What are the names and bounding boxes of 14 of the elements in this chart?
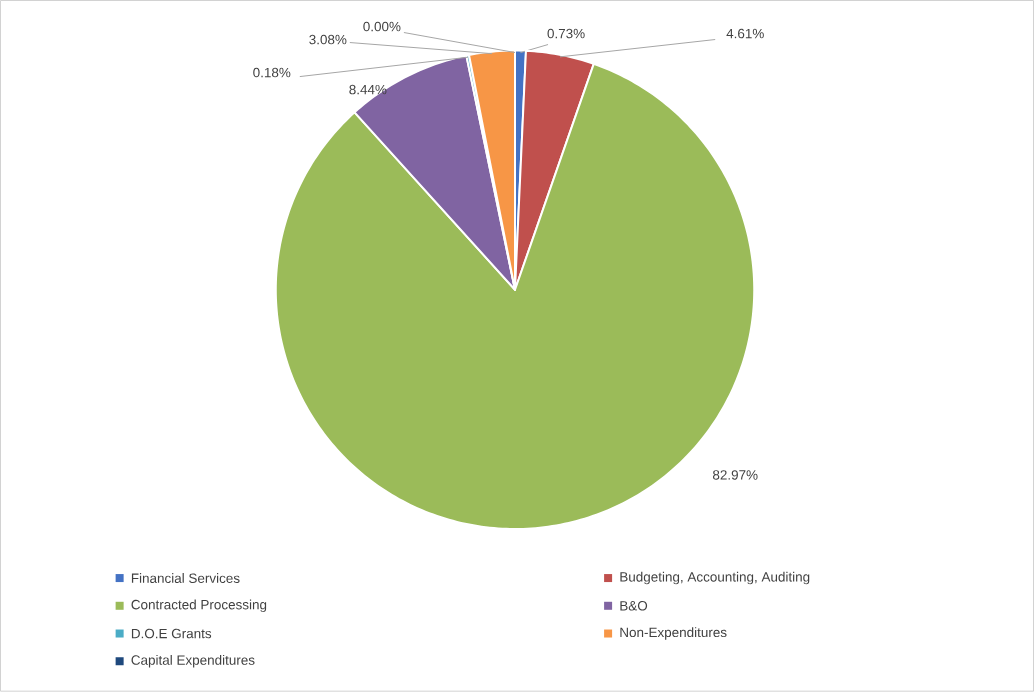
legend-label: Budgeting, Accounting, Auditing (620, 571, 810, 585)
data-label: 3.08% (309, 34, 347, 45)
legend-label: B&O (620, 601, 648, 611)
legend-label: Contracted Processing (131, 599, 267, 613)
legend-label: Financial Services (131, 573, 240, 584)
data-label: 82.97% (712, 470, 758, 480)
data-label: 8.44% (349, 84, 387, 95)
data-label: 0.73% (547, 28, 585, 39)
text: 0.00% (363, 21, 401, 32)
legend-label: Non-Expenditures (620, 627, 727, 640)
legend-label: D.O.E Grants (131, 628, 212, 639)
data-label: 0.18% (253, 67, 291, 78)
data-label: 4.61% (726, 28, 764, 39)
legend-label: Capital Expenditures (131, 655, 255, 668)
